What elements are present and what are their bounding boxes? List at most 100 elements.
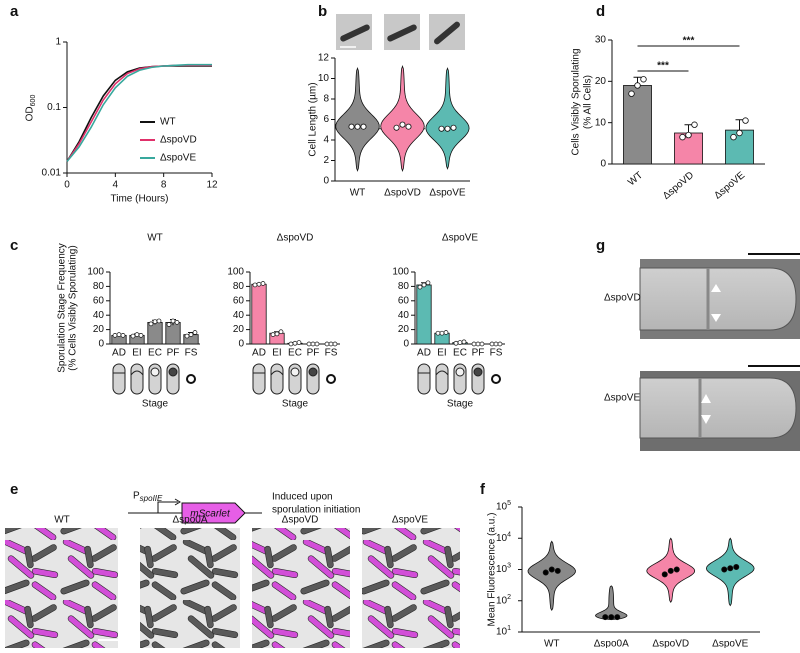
x-tick-label: EC — [148, 348, 162, 359]
promoter-arrow — [157, 501, 178, 513]
y-tick-label: 2 — [323, 155, 329, 166]
panel-letter: f — [480, 481, 486, 498]
replicate-point — [288, 341, 294, 347]
replicate-point — [252, 282, 258, 288]
replicate-point — [634, 82, 641, 89]
replicate-point — [152, 319, 158, 325]
x-axis-label: Stage — [282, 399, 309, 410]
y-tick-label: 30 — [595, 35, 607, 46]
inset-cell — [340, 24, 370, 42]
y-tick-label: 100 — [87, 267, 104, 278]
replicate-point — [667, 567, 674, 574]
x-tick-label: 12 — [206, 180, 218, 191]
x-tick-label: PF — [472, 348, 485, 359]
replicate-point — [112, 333, 118, 338]
replicate-point — [399, 121, 406, 128]
replicate-point — [260, 281, 266, 286]
stage-icon — [270, 363, 284, 395]
image-label: ΔspoVE — [604, 393, 640, 404]
y-tick-exponent: 5 — [507, 500, 511, 507]
y-tick-label: 10 — [318, 73, 330, 84]
replicate-point — [721, 566, 728, 573]
arrow-head — [174, 498, 181, 506]
replicate-point — [270, 332, 276, 337]
stage-engulf — [435, 370, 449, 376]
y-tick-label: 104 — [496, 531, 511, 544]
y-tick-label: 102 — [496, 594, 511, 607]
legend-label: ΔspoVD — [160, 135, 197, 146]
replicate-point — [425, 280, 431, 286]
replicate-point — [174, 320, 180, 325]
x-tick-label: AD — [112, 348, 126, 359]
y-tick-label: 12 — [318, 53, 330, 64]
replicate-point — [727, 565, 734, 572]
y-tick-label: 40 — [233, 310, 245, 321]
promoter: PspoIIE — [133, 491, 163, 503]
replicate-point — [691, 121, 698, 128]
x-tick-label: WT — [626, 170, 645, 188]
replicate-point — [134, 332, 140, 337]
stage-forespore — [150, 367, 160, 377]
stage-forespore — [168, 367, 178, 377]
y-axis-label: Cells Visibly Sporulating — [571, 48, 582, 155]
y-tick-label: 40 — [398, 310, 410, 321]
y-tick-label: 0 — [403, 339, 409, 350]
error-bar — [684, 124, 693, 133]
replicate-point — [640, 76, 647, 83]
stage-icon — [326, 374, 336, 384]
replicate-point — [116, 332, 122, 337]
image-label: WT — [54, 515, 70, 526]
stage-forespore — [290, 367, 300, 377]
replicate-point — [554, 567, 561, 574]
y-axis-label: OD600 — [25, 95, 37, 122]
stage-engulf — [130, 370, 144, 376]
replicate-point — [393, 124, 400, 131]
bar — [251, 283, 267, 345]
replicate-point — [453, 340, 459, 346]
panel-letter: d — [596, 3, 605, 20]
x-tick-label: Δspo0A — [594, 639, 629, 648]
significance-label: *** — [683, 36, 695, 47]
x-tick-label: 4 — [113, 180, 119, 191]
inset-cell — [387, 24, 417, 42]
tem-cell — [639, 267, 797, 331]
replicate-point — [296, 340, 302, 345]
y-axis-label: Mean Fluorescence (a.u.) — [487, 513, 498, 627]
replicate-point — [608, 614, 615, 621]
stage-icon — [417, 363, 431, 395]
stage-icon — [186, 374, 196, 384]
note: sporulation initiation — [272, 505, 360, 516]
replicate-point — [489, 341, 495, 347]
x-tick-label: ΔspoVE — [429, 188, 465, 199]
x-tick-label: AD — [252, 348, 266, 359]
x-axis-label: Stage — [142, 399, 169, 410]
panel-letter: g — [596, 237, 605, 254]
replicate-point — [457, 340, 463, 345]
replicate-point — [685, 131, 692, 139]
y-tick-label: 20 — [595, 76, 607, 87]
y-tick-label: 0 — [600, 159, 606, 170]
replicate-point — [188, 332, 194, 337]
x-tick-label: FS — [325, 348, 338, 359]
y-axis-label: Cell Length (µm) — [308, 82, 319, 156]
replicate-point — [170, 318, 176, 324]
bar — [416, 284, 432, 345]
replicate-point — [497, 341, 503, 347]
x-tick-label: WT — [544, 639, 560, 648]
y-tick-label: 0.1 — [47, 102, 61, 113]
micrograph — [362, 528, 460, 648]
arrowheads — [701, 394, 711, 424]
replicate-point — [292, 340, 298, 346]
x-tick-label: PF — [167, 348, 180, 359]
replicate-point — [354, 123, 361, 130]
replicate-point — [438, 125, 445, 132]
x-axis-label: Stage — [447, 399, 474, 410]
replicate-point — [120, 333, 126, 338]
stage-forespore — [455, 367, 465, 377]
image-label: ΔspoVD — [282, 515, 319, 526]
replicate-point — [421, 282, 427, 288]
y-axis-label: (% All Cells) — [583, 75, 594, 129]
bar — [623, 85, 652, 165]
